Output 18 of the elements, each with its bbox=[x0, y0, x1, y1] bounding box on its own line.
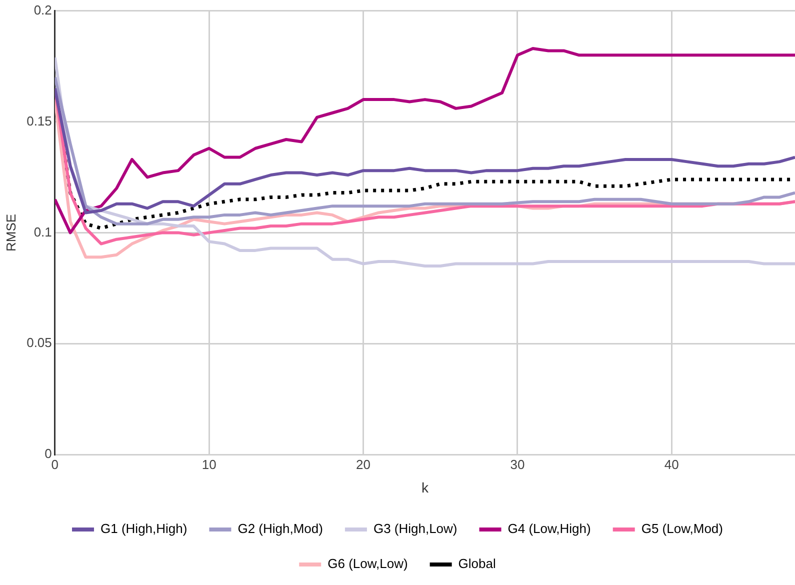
legend-label: G5 (Low,Mod) bbox=[641, 521, 724, 536]
legend-label: G4 (Low,High) bbox=[508, 521, 591, 536]
legend-label: G3 (High,Low) bbox=[373, 521, 458, 536]
x-tick-label: 20 bbox=[356, 456, 371, 472]
legend-label: G2 (High,Mod) bbox=[238, 521, 323, 536]
y-tick-label: 0 bbox=[44, 446, 52, 462]
y-tick-label: 0.15 bbox=[26, 113, 52, 128]
y-axis-title: RMSE bbox=[3, 214, 18, 252]
y-tick-label: 0.1 bbox=[34, 224, 52, 240]
x-tick-label: 30 bbox=[510, 456, 525, 472]
x-axis-title: k bbox=[421, 479, 430, 496]
x-tick-label: 10 bbox=[202, 456, 216, 472]
legend-label: G1 (High,High) bbox=[100, 521, 188, 536]
y-tick-label: 0.05 bbox=[26, 335, 52, 350]
y-tick-label: 0.2 bbox=[34, 2, 52, 18]
x-tick-label: 40 bbox=[664, 456, 679, 472]
legend-label: Global bbox=[458, 556, 496, 572]
legend-label: G6 (Low,Low) bbox=[328, 556, 408, 572]
